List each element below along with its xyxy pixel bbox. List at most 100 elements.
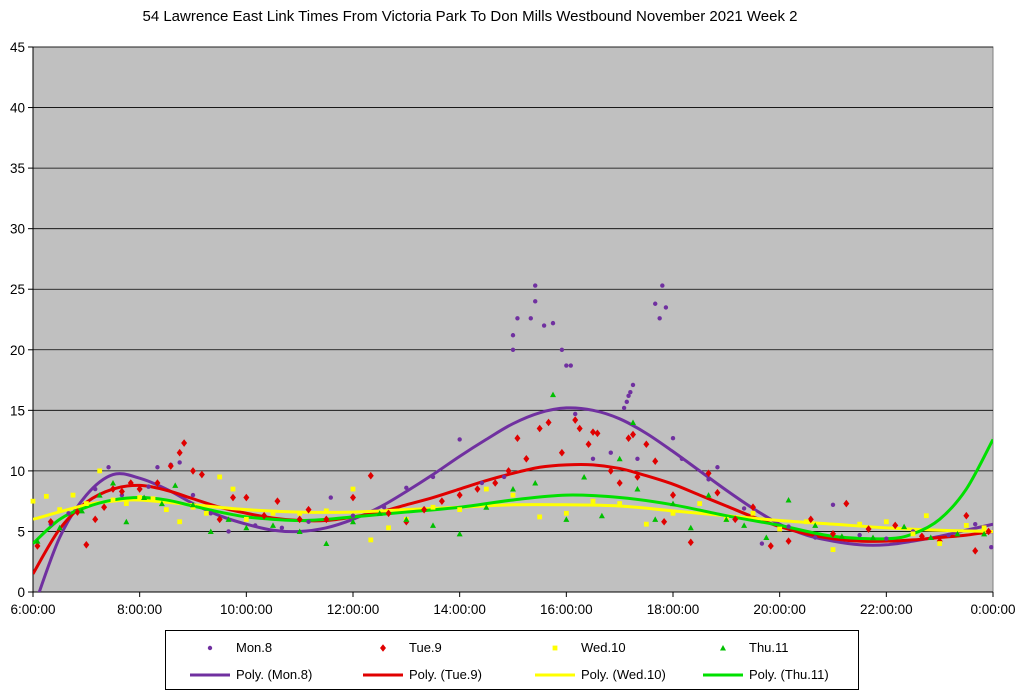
data-point	[123, 501, 129, 506]
data-point	[350, 513, 356, 518]
data-point	[34, 538, 41, 544]
legend-item: Tue.9	[361, 640, 442, 655]
legend-marker-swatch	[380, 643, 386, 652]
y-tick-label: 45	[10, 40, 25, 55]
y-tick-label: 35	[10, 161, 25, 176]
legend-item: Poly. (Wed.10)	[533, 667, 666, 682]
data-point	[243, 516, 249, 522]
data-point	[146, 484, 151, 489]
data-point	[492, 479, 499, 487]
x-tick-label: 16:00:00	[540, 602, 593, 617]
data-point	[274, 497, 281, 505]
data-point	[568, 363, 573, 368]
data-point	[763, 534, 770, 540]
data-point	[635, 456, 640, 461]
data-point	[807, 515, 814, 524]
axes: 0 5 10 15 20 25 30 35 40 45 6:00:00 8:00:00 10:00:00…	[10, 40, 1016, 617]
legend-line-swatch	[535, 673, 575, 676]
x-tick-label: 6:00:00	[10, 602, 55, 617]
data-point	[207, 528, 214, 534]
data-point	[438, 497, 445, 505]
data-point	[865, 525, 872, 533]
data-point	[559, 347, 565, 352]
data-point	[430, 504, 436, 510]
legend-label: Poly. (Wed.10)	[581, 667, 666, 682]
data-point	[430, 474, 436, 480]
data-point	[715, 465, 720, 470]
data-point	[510, 492, 516, 498]
data-point	[510, 333, 516, 338]
legend-label: Poly. (Thu.11)	[749, 667, 829, 682]
data-point	[523, 454, 530, 463]
legend-line-swatch	[363, 673, 403, 676]
x-tick-label: 18:00:00	[647, 602, 700, 617]
data-point	[532, 480, 539, 486]
plot-area	[32, 46, 994, 593]
data-point	[208, 511, 213, 516]
data-point	[190, 492, 196, 498]
data-point	[963, 522, 969, 528]
x-tick-label: 14:00:00	[433, 602, 486, 617]
data-point	[403, 516, 410, 522]
data-point	[537, 514, 543, 520]
data-point	[57, 507, 63, 513]
data-point	[217, 474, 223, 480]
x-tick-label: 8:00:00	[117, 602, 162, 617]
data-point	[594, 429, 601, 438]
x-tick-label: 20:00:00	[753, 602, 806, 617]
data-point	[421, 505, 428, 514]
y-tick-label: 0	[17, 585, 25, 600]
data-point	[981, 530, 988, 537]
data-point	[616, 455, 623, 462]
data-point	[573, 411, 578, 417]
data-point	[404, 485, 409, 491]
data-point	[892, 521, 899, 530]
data-point	[643, 440, 650, 449]
data-point	[786, 524, 791, 529]
data-point	[838, 533, 845, 539]
data-point	[43, 493, 49, 499]
data-point	[985, 527, 992, 536]
data-point	[625, 434, 632, 442]
data-point	[83, 540, 90, 549]
data-point	[670, 491, 676, 499]
data-point	[767, 542, 774, 550]
data-point	[927, 534, 934, 540]
x-tick-label: 0:00:00	[970, 602, 1015, 617]
data-point	[630, 430, 636, 439]
x-tick-label: 12:00:00	[327, 602, 380, 617]
data-point	[777, 526, 783, 532]
data-point	[843, 499, 850, 508]
data-point	[563, 516, 570, 522]
data-point	[323, 515, 330, 524]
data-point	[230, 493, 236, 502]
legend-label: Wed.10	[581, 640, 626, 655]
legend-label: Thu.11	[749, 640, 789, 655]
data-point	[954, 530, 961, 537]
y-tick-label: 15	[10, 403, 25, 418]
data-point	[732, 515, 739, 524]
data-point	[918, 532, 925, 541]
legend-line-swatch	[703, 673, 743, 676]
data-point	[803, 519, 809, 525]
data-point	[456, 491, 463, 499]
data-point	[598, 512, 605, 519]
data-point	[901, 523, 908, 530]
data-point	[714, 488, 721, 497]
data-point	[759, 541, 765, 546]
data-point	[385, 509, 392, 518]
data-point	[660, 283, 665, 288]
data-point	[653, 301, 658, 306]
legend-label: Tue.9	[409, 640, 442, 655]
series-tue-9	[34, 416, 992, 555]
data-point	[750, 510, 756, 516]
data-point	[479, 480, 485, 486]
data-point	[946, 532, 951, 538]
data-point	[34, 542, 41, 550]
data-point	[576, 424, 583, 433]
data-point	[296, 528, 303, 534]
x-tick-label: 22:00:00	[860, 602, 913, 617]
data-point	[533, 283, 538, 288]
data-point	[590, 498, 596, 504]
data-point	[225, 516, 232, 522]
